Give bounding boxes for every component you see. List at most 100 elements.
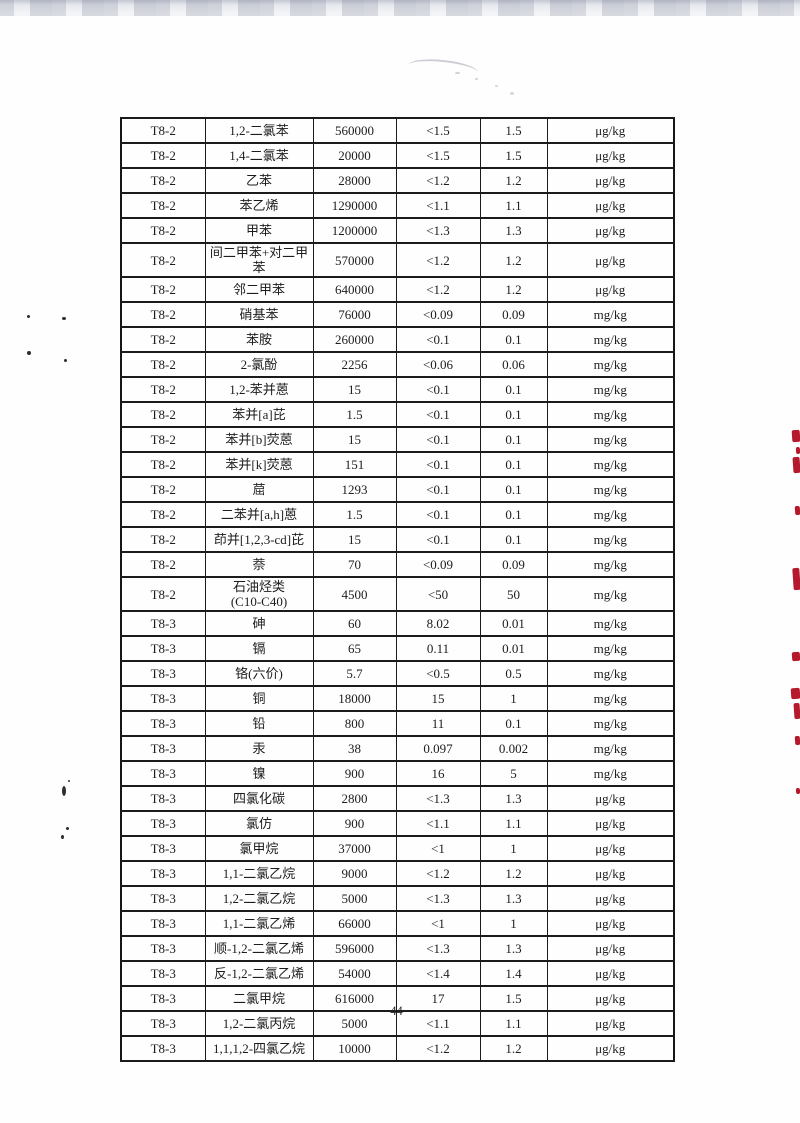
unit-cell: μg/kg xyxy=(546,1035,675,1062)
sample-id-cell: T8-3 xyxy=(120,810,206,837)
red-pen-edge-artifact xyxy=(792,567,800,591)
unit-cell: mg/kg xyxy=(546,735,675,762)
sample-id-cell: T8-2 xyxy=(120,142,206,169)
unit-cell: mg/kg xyxy=(546,351,675,378)
result-cell: 11 xyxy=(395,710,481,737)
table-row: T8-3 1,2-二氯乙烷 5000 <1.3 1.3 μg/kg xyxy=(120,885,675,912)
value-cell: 70 xyxy=(312,551,397,578)
value-cell: 76000 xyxy=(312,301,397,328)
ink-speck-artifact xyxy=(455,72,460,74)
value-cell: 1293 xyxy=(312,476,397,503)
value-cell: 9000 xyxy=(312,860,397,887)
table-row: T8-2 1,4-二氯苯 20000 <1.5 1.5 μg/kg xyxy=(120,142,675,169)
unit-cell: μg/kg xyxy=(546,242,675,278)
analyte-cell: 1,1-二氯乙烷 xyxy=(204,860,314,887)
sample-id-cell: T8-3 xyxy=(120,1010,206,1037)
unit-cell: mg/kg xyxy=(546,326,675,353)
unit-cell: mg/kg xyxy=(546,426,675,453)
ink-speck-artifact xyxy=(62,786,66,796)
analyte-cell: 1,1-二氯乙烯 xyxy=(204,910,314,937)
sample-id-cell: T8-3 xyxy=(120,885,206,912)
limit-cell: 1.3 xyxy=(479,885,548,912)
analyte-cell: 苯乙烯 xyxy=(204,192,314,219)
limit-cell: 0.09 xyxy=(479,551,548,578)
analyte-cell: 氯甲烷 xyxy=(204,835,314,862)
value-cell: 151 xyxy=(312,451,397,478)
result-cell: 0.11 xyxy=(395,635,481,662)
scanner-edge-artifact xyxy=(0,0,800,16)
table-row: T8-2 乙苯 28000 <1.2 1.2 μg/kg xyxy=(120,167,675,194)
value-cell: 15 xyxy=(312,376,397,403)
ink-speck-artifact xyxy=(495,85,498,87)
result-cell: <1.1 xyxy=(395,1010,481,1037)
table-row: T8-2 2-氯酚 2256 <0.06 0.06 mg/kg xyxy=(120,351,675,378)
sample-id-cell: T8-2 xyxy=(120,326,206,353)
sample-id-cell: T8-3 xyxy=(120,735,206,762)
red-pen-edge-artifact xyxy=(795,446,800,455)
red-pen-edge-artifact xyxy=(794,735,800,746)
page-number: 44 xyxy=(390,1004,403,1018)
unit-cell: μg/kg xyxy=(546,985,675,1012)
analyte-cell: 铜 xyxy=(204,685,314,712)
analyte-cell: 硝基苯 xyxy=(204,301,314,328)
analyte-cell: 顺-1,2-二氯乙烯 xyxy=(204,935,314,962)
value-cell: 800 xyxy=(312,710,397,737)
unit-cell: mg/kg xyxy=(546,376,675,403)
table-row: T8-3 镍 900 16 5 mg/kg xyxy=(120,760,675,787)
result-cell: <1.1 xyxy=(395,810,481,837)
unit-cell: μg/kg xyxy=(546,192,675,219)
ink-speck-artifact xyxy=(64,359,67,362)
unit-cell: μg/kg xyxy=(546,217,675,244)
result-cell: <0.1 xyxy=(395,526,481,553)
analyte-cell: 1,2-二氯乙烷 xyxy=(204,885,314,912)
unit-cell: mg/kg xyxy=(546,685,675,712)
sample-id-cell: T8-2 xyxy=(120,217,206,244)
sample-id-cell: T8-2 xyxy=(120,351,206,378)
analyte-cell: 二氯甲烷 xyxy=(204,985,314,1012)
table-row: T8-3 顺-1,2-二氯乙烯 596000 <1.3 1.3 μg/kg xyxy=(120,935,675,962)
table-row: T8-3 1,1,1,2-四氯乙烷 10000 <1.2 1.2 μg/kg xyxy=(120,1035,675,1062)
value-cell: 5000 xyxy=(312,885,397,912)
unit-cell: μg/kg xyxy=(546,167,675,194)
unit-cell: mg/kg xyxy=(546,710,675,737)
sample-id-cell: T8-2 xyxy=(120,551,206,578)
sample-id-cell: T8-3 xyxy=(120,710,206,737)
table-row: T8-2 苯并[k]荧蒽 151 <0.1 0.1 mg/kg xyxy=(120,451,675,478)
table-row: T8-2 苯并[a]芘 1.5 <0.1 0.1 mg/kg xyxy=(120,401,675,428)
analyte-cell: 砷 xyxy=(204,610,314,637)
table-row: T8-3 铬(六价) 5.7 <0.5 0.5 mg/kg xyxy=(120,660,675,687)
value-cell: 18000 xyxy=(312,685,397,712)
sample-id-cell: T8-3 xyxy=(120,960,206,987)
ink-speck-artifact xyxy=(475,78,478,80)
analyte-cell: 乙苯 xyxy=(204,167,314,194)
analyte-cell: 1,2-二氯苯 xyxy=(204,117,314,144)
result-cell: <1 xyxy=(395,835,481,862)
sample-id-cell: T8-2 xyxy=(120,526,206,553)
value-cell: 570000 xyxy=(312,242,397,278)
unit-cell: μg/kg xyxy=(546,960,675,987)
sample-id-cell: T8-2 xyxy=(120,192,206,219)
unit-cell: μg/kg xyxy=(546,1010,675,1037)
limit-cell: 5 xyxy=(479,760,548,787)
value-cell: 54000 xyxy=(312,960,397,987)
value-cell: 616000 xyxy=(312,985,397,1012)
unit-cell: mg/kg xyxy=(546,451,675,478)
table-row: T8-3 二氯甲烷 616000 17 1.5 μg/kg xyxy=(120,985,675,1012)
table-row: T8-2 䓛 1293 <0.1 0.1 mg/kg xyxy=(120,476,675,503)
ink-speck-artifact xyxy=(66,827,69,830)
limit-cell: 1.1 xyxy=(479,192,548,219)
result-cell: <1.4 xyxy=(395,960,481,987)
value-cell: 1200000 xyxy=(312,217,397,244)
value-cell: 560000 xyxy=(312,117,397,144)
sample-id-cell: T8-3 xyxy=(120,635,206,662)
result-cell: <0.1 xyxy=(395,501,481,528)
red-pen-edge-artifact xyxy=(793,702,800,720)
analyte-cell: 镍 xyxy=(204,760,314,787)
table-row: T8-3 铅 800 11 0.1 mg/kg xyxy=(120,710,675,737)
value-cell: 28000 xyxy=(312,167,397,194)
limit-cell: 0.06 xyxy=(479,351,548,378)
value-cell: 1.5 xyxy=(312,401,397,428)
table-row: T8-2 硝基苯 76000 <0.09 0.09 mg/kg xyxy=(120,301,675,328)
result-cell: <50 xyxy=(395,576,481,612)
limit-cell: 0.002 xyxy=(479,735,548,762)
